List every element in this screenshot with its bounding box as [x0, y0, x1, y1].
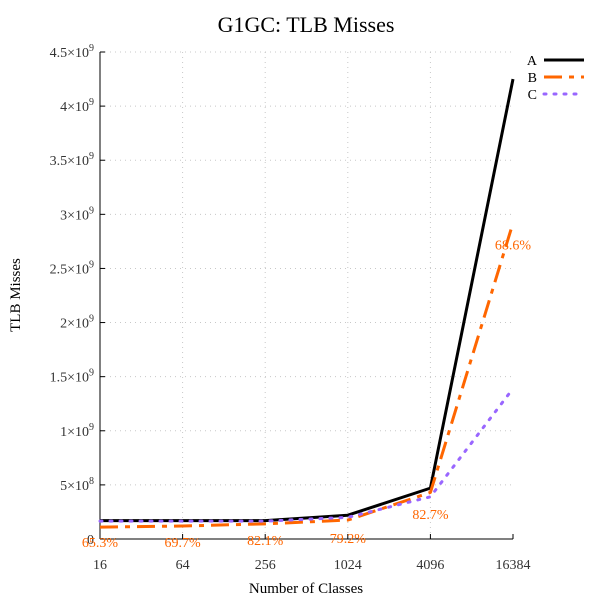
y-tick-label: 0	[87, 533, 94, 548]
annotation-label: 69.7%	[165, 536, 202, 551]
x-tick-label: 16	[93, 558, 107, 573]
legend-label: B	[528, 71, 537, 86]
y-tick-label: 4.5×109	[50, 43, 94, 61]
axes: 0 5×108 1×109 1.5×109 2×109 2.5×109 3×109 3.5×1…	[50, 43, 531, 573]
grid	[100, 51, 513, 539]
series-lines	[98, 78, 515, 529]
x-tick-label: 64	[176, 558, 190, 573]
legend-label: A	[527, 54, 538, 69]
legend: ABC	[527, 54, 586, 103]
legend-label: C	[528, 88, 537, 103]
y-tick-label: 2×109	[60, 314, 94, 332]
y-tick-label: 1×109	[60, 422, 94, 440]
y-tick-label: 3×109	[60, 205, 94, 223]
series-line-a	[100, 78, 515, 523]
y-tick-label: 4×109	[60, 97, 94, 115]
x-axis-label: Number of Classes	[249, 581, 363, 597]
annotation-label: 68.6%	[495, 239, 532, 254]
y-tick-label: 1.5×109	[50, 368, 94, 386]
y-tick-label: 2.5×109	[50, 259, 94, 277]
annotation-label: 79.2%	[330, 532, 367, 547]
annotation-label: 82.1%	[247, 534, 284, 549]
x-tick-label: 1024	[334, 558, 362, 573]
x-tick-label: 16384	[496, 558, 531, 573]
y-tick-label: 3.5×109	[50, 151, 94, 169]
chart-title: G1GC: TLB Misses	[218, 12, 395, 37]
x-tick-label: 4096	[416, 558, 444, 573]
annotations: 65.3% 69.7% 82.1% 79.2% 82.7% 68.6%	[82, 239, 532, 552]
series-line-c	[98, 387, 515, 523]
y-tick-label: 5×108	[60, 476, 94, 494]
annotation-label: 82.7%	[412, 508, 449, 523]
annotation-label: 65.3%	[82, 536, 119, 551]
y-axis-label: TLB Misses	[8, 258, 24, 332]
x-tick-label: 256	[255, 558, 276, 573]
series-line-b	[99, 222, 515, 529]
